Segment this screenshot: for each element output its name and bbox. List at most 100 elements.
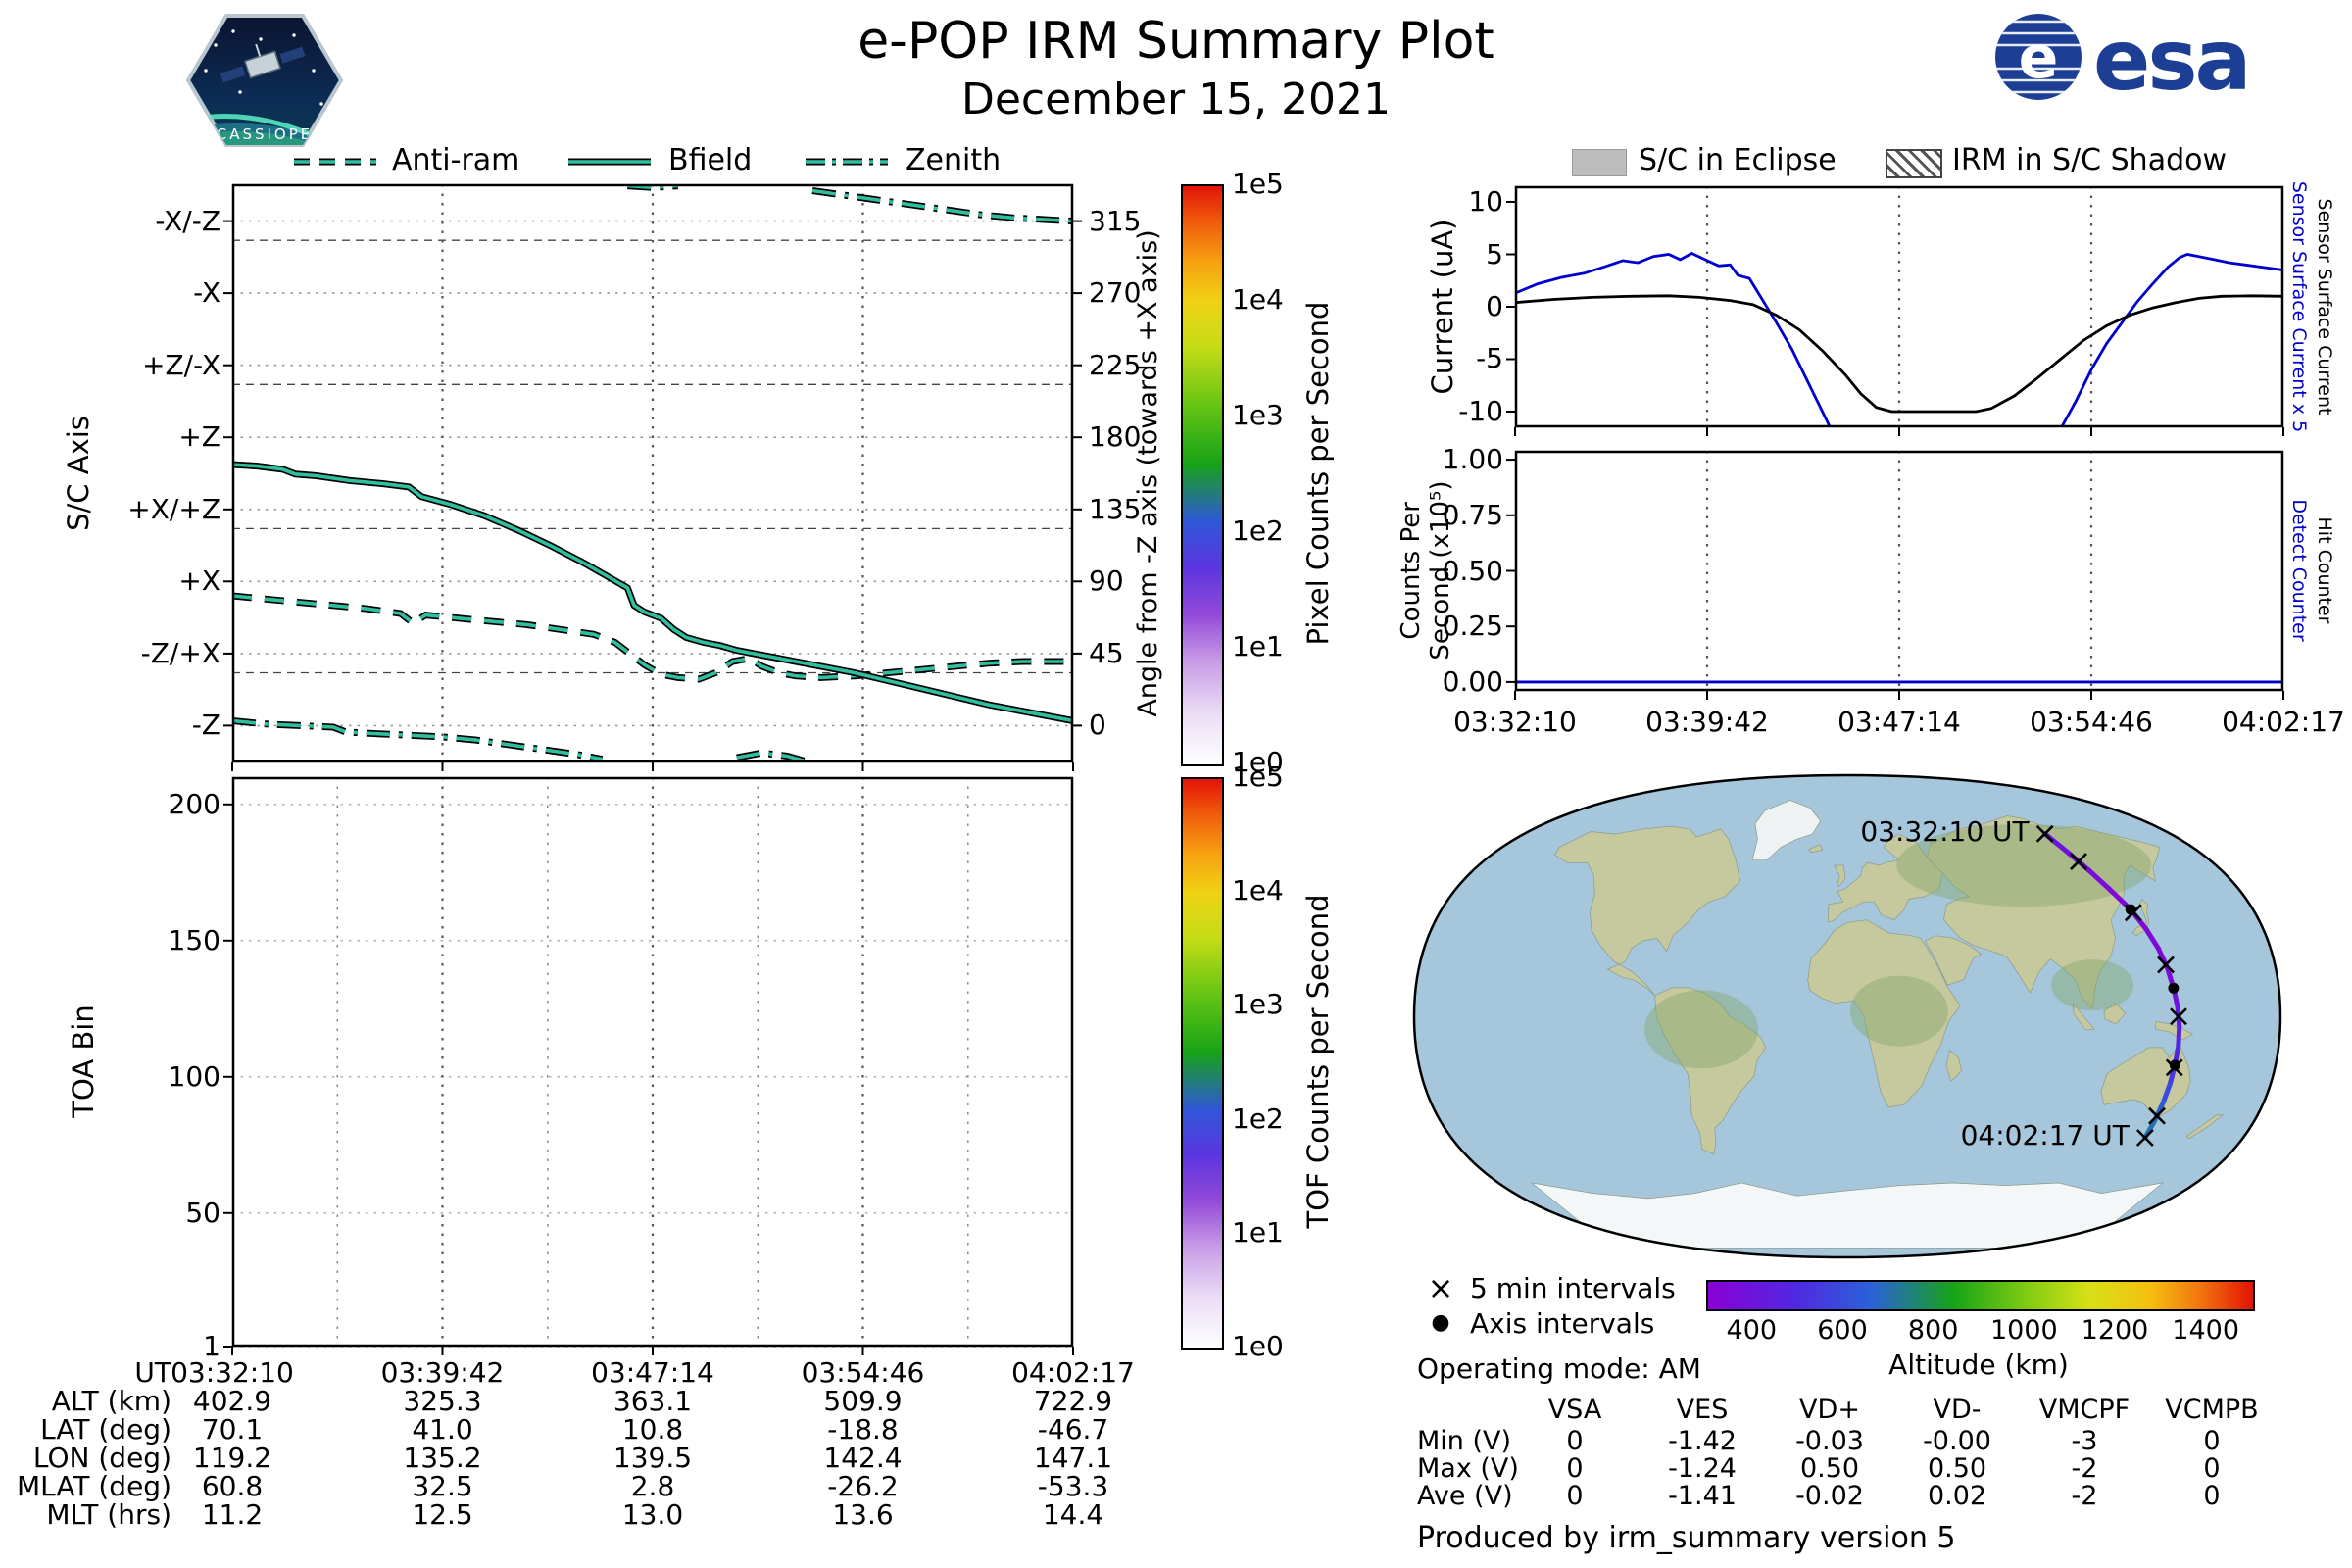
- ephemeris-value: -18.8: [827, 1413, 899, 1446]
- ephemeris-row-label: MLT (hrs): [46, 1498, 172, 1531]
- map-frame: [1412, 773, 2282, 1259]
- esa-globe-e: e: [2019, 24, 2059, 92]
- time-tick: 03:39:42: [1645, 706, 1769, 738]
- pixel-colorbar-tick: 1e5: [1232, 168, 1284, 200]
- five-min-interval-marker: [2135, 1129, 2154, 1147]
- counts-tick: 0.50: [1442, 554, 1503, 587]
- tof-colorbar-tick: 1e5: [1232, 760, 1284, 793]
- ephemeris-value: 70.1: [201, 1413, 264, 1446]
- voltage-value: 0.50: [1927, 1453, 1987, 1484]
- ephemeris-value: 119.2: [192, 1442, 272, 1474]
- five-min-marker-icon: ×: [1427, 1269, 1454, 1306]
- counts-tick: 0.25: [1442, 610, 1503, 643]
- angle-axis-tick: 45: [1089, 636, 1124, 669]
- five-min-interval-marker: [2148, 1106, 2166, 1125]
- angle-axis-tick: 135: [1089, 492, 1142, 525]
- pixel-colorbar-tick: 1e0: [1232, 746, 1284, 778]
- ephemeris-row-label: UT: [134, 1356, 172, 1389]
- ground-track-segment: [2086, 867, 2113, 893]
- toa-bin-tick: 50: [185, 1196, 220, 1229]
- map-landmass: [1554, 825, 1740, 997]
- current-tick: 0: [1486, 290, 1503, 322]
- tof-colorbar-label: TOF Counts per Second: [1301, 894, 1335, 1229]
- voltage-row-label: Min (V): [1417, 1426, 1512, 1456]
- ephemeris-row-label: LON (deg): [32, 1442, 172, 1474]
- irm-shadow-legend-label: IRM in S/C Shadow: [1952, 143, 2228, 177]
- eclipse-swatch: [1572, 149, 1627, 176]
- patch-satellite-icon: [220, 43, 306, 83]
- pixel-colorbar-tick: 1e3: [1232, 399, 1284, 431]
- ephemeris-value: 363.1: [612, 1385, 693, 1417]
- ephemeris-value: 03:39:42: [380, 1356, 505, 1389]
- voltage-col-header: VES: [1676, 1395, 1729, 1425]
- detect-counter-axis-label: Detect Counter: [2288, 499, 2310, 642]
- sc-axis-tick: +X/+Z: [127, 492, 220, 525]
- sensor-current-plot: [1506, 185, 2284, 436]
- time-tick: 03:54:46: [2030, 706, 2153, 738]
- time-tick: 04:02:17: [2222, 706, 2345, 738]
- pixel-colorbar-tick: 1e4: [1232, 283, 1284, 316]
- map-landmass: [1926, 815, 2161, 1009]
- current-tick: 5: [1486, 237, 1503, 270]
- voltage-col-header: VSA: [1547, 1395, 1602, 1425]
- voltage-col-header: VD-: [1933, 1395, 1982, 1425]
- ephemeris-value: 41.0: [412, 1413, 473, 1446]
- counts-tick: 1.00: [1442, 443, 1503, 476]
- ephemeris-value: 13.6: [832, 1498, 894, 1531]
- voltage-value: -1.42: [1668, 1426, 1737, 1456]
- voltage-col-header: VD+: [1799, 1395, 1860, 1425]
- map-landmass: [2100, 1044, 2191, 1119]
- ephemeris-value: 03:47:14: [591, 1356, 714, 1389]
- sc-axis-tick: -Z: [191, 709, 220, 742]
- angle-axis-tick: 90: [1089, 564, 1124, 598]
- ground-track-map: [1412, 773, 2282, 1259]
- voltage-value: -0.03: [1795, 1426, 1864, 1456]
- map-landmass: [2155, 1020, 2194, 1041]
- sc-axis-tick: -X/-Z: [155, 204, 220, 237]
- voltage-value: -2: [2071, 1481, 2098, 1511]
- tof-colorbar-tick: 1e2: [1232, 1102, 1284, 1135]
- counts-tick: 0.75: [1442, 498, 1503, 531]
- pixel-colorbar-tick: 1e1: [1232, 630, 1284, 662]
- tof-colorbar-tick: 1e1: [1232, 1215, 1284, 1249]
- esa-globe-icon: [1995, 14, 2082, 100]
- hit-counter-axis-label: Hit Counter: [2314, 516, 2335, 624]
- five-min-interval-marker: [2035, 824, 2054, 843]
- altitude-tick: 800: [1907, 1315, 1959, 1346]
- voltage-value: 0: [2203, 1481, 2221, 1511]
- voltage-value: -0.00: [1923, 1426, 1991, 1456]
- ground-track-segment: [2161, 1081, 2173, 1104]
- voltage-value: 0: [1566, 1453, 1584, 1484]
- altitude-tick: 400: [1726, 1315, 1778, 1346]
- angle-axis-tick: 0: [1089, 709, 1106, 742]
- ephemeris-value: 135.2: [403, 1442, 482, 1474]
- ephemeris-value: -46.7: [1037, 1413, 1109, 1446]
- legend-sample-dashed: [294, 158, 376, 166]
- map-landmass: [1834, 864, 1846, 887]
- ephemeris-value: 142.4: [823, 1442, 903, 1474]
- tof-colorbar-tick: 1e0: [1232, 1330, 1284, 1362]
- ephemeris-value: 402.9: [192, 1385, 272, 1417]
- map-landmass: [1654, 987, 1767, 1155]
- ephemeris-value: 10.8: [621, 1413, 684, 1446]
- current-tick: 10: [1468, 185, 1503, 219]
- voltage-col-header: VMCPF: [2038, 1395, 2131, 1425]
- ephemeris-value: 13.0: [621, 1498, 684, 1531]
- map-legend-label: 5 min intervals: [1470, 1272, 1676, 1304]
- ephemeris-row-label: MLAT (deg): [16, 1470, 172, 1502]
- time-tick: 03:47:14: [1838, 706, 1961, 738]
- tof-colorbar-tick: 1e3: [1232, 988, 1284, 1021]
- eclipse-legend-label: S/C in Eclipse: [1639, 143, 1837, 177]
- time-tick: 03:32:10: [1453, 706, 1577, 738]
- ephemeris-value: -53.3: [1037, 1470, 1109, 1502]
- map-landmass: [1751, 800, 1822, 861]
- cassiope-mission-patch: CASSIOPE: [185, 14, 344, 147]
- ephemeris-value: 509.9: [823, 1385, 903, 1417]
- voltage-value: -0.02: [1795, 1481, 1864, 1511]
- voltage-value: 0.02: [1927, 1481, 1987, 1511]
- map-landmass: [1530, 1182, 2165, 1249]
- angle-axis-tick: 270: [1089, 276, 1142, 310]
- toa-bin-plot: [223, 776, 1074, 1355]
- angle-axis-tick: 180: [1089, 420, 1142, 454]
- ephemeris-value: 147.1: [1033, 1442, 1113, 1474]
